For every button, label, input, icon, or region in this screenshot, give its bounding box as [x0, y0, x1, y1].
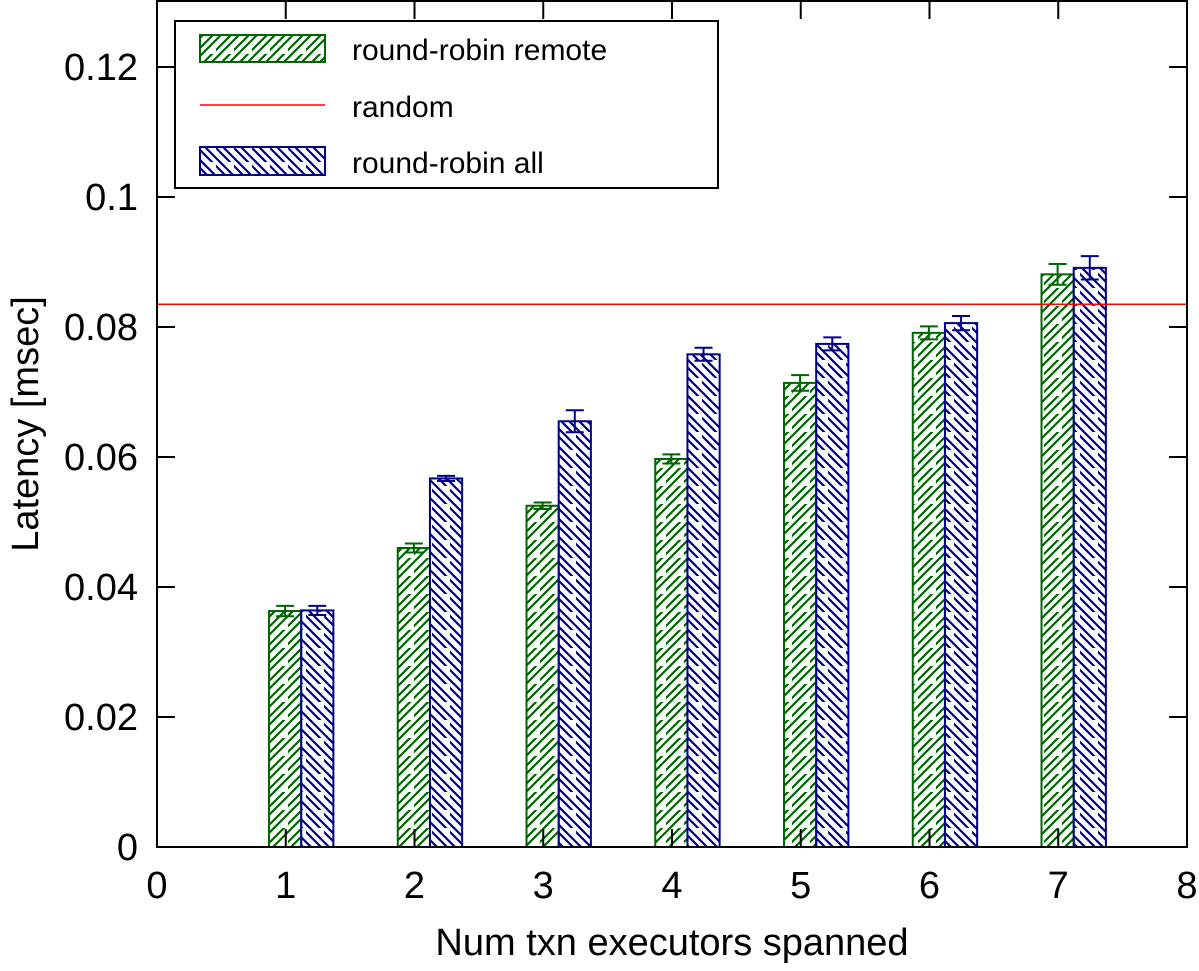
x-tick-label: 1: [275, 865, 296, 907]
legend-swatch-round-robin-all: [199, 146, 326, 176]
bar: [300, 609, 335, 849]
y-axis-ticks: 0 0.02 0.04 0.06 0.08 0.1 0.12: [64, 47, 1187, 869]
bar: [911, 331, 946, 849]
bar: [654, 457, 689, 848]
x-tick-label: 7: [1048, 865, 1069, 907]
y-tick-label: 0.08: [64, 307, 138, 349]
bar: [1040, 273, 1075, 849]
bar: [686, 353, 721, 848]
x-tick-label: 3: [533, 865, 554, 907]
legend-label-round-robin-all: round-robin all: [352, 147, 544, 180]
x-axis-ticks: 0 1 2 3 4 5 6 7 8: [146, 1, 1198, 907]
x-tick-label: 0: [146, 865, 167, 907]
y-tick-label: 0.02: [64, 697, 138, 739]
y-axis-label: Latency [msec]: [5, 296, 47, 552]
x-tick-label: 8: [1176, 865, 1197, 907]
legend: round-robin remote random round-robin al…: [174, 20, 719, 189]
legend-label-round-robin-remote: round-robin remote: [352, 34, 607, 67]
bar: [428, 477, 464, 848]
bar: [557, 420, 592, 848]
bar: [815, 342, 850, 848]
bar: [525, 504, 560, 848]
bar: [1072, 266, 1107, 849]
x-tick-label: 5: [790, 865, 811, 907]
x-tick-label: 2: [404, 865, 425, 907]
y-tick-label: 0.04: [64, 567, 138, 609]
bars-layer: [268, 255, 1107, 849]
bar: [396, 547, 431, 848]
y-tick-label: 0.06: [64, 437, 138, 479]
y-tick-label: 0: [117, 827, 138, 869]
x-tick-label: 6: [919, 865, 940, 907]
bar: [943, 322, 979, 849]
x-tick-label: 4: [661, 865, 682, 907]
y-tick-label: 0.1: [85, 177, 138, 219]
x-axis-label: Num txn executors spanned: [435, 922, 908, 964]
bar: [268, 610, 303, 848]
legend-swatch-round-robin-remote: [199, 34, 326, 63]
bar: [783, 381, 818, 848]
y-tick-label: 0.12: [64, 47, 138, 89]
legend-label-random: random: [352, 91, 454, 124]
